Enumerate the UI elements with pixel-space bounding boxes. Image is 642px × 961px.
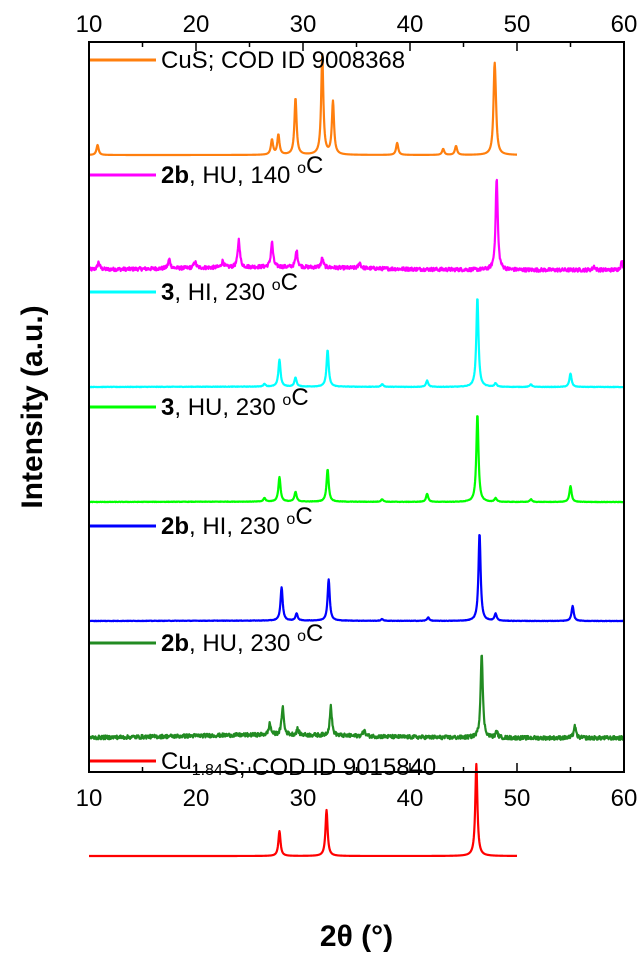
top-tick-label: 10 [76,11,103,38]
series-line [88,654,626,741]
series-line [88,415,625,504]
top-tick-label: 30 [290,11,317,38]
series-line [88,534,625,623]
top-tick-label: 20 [183,11,210,38]
x-axis-title: 2θ (°) [320,920,393,953]
x-tick-label: 30 [290,785,317,812]
y-axis-title: Intensity (a.u.) [16,305,49,508]
legend-label: CuS; COD ID 9008368 [161,47,405,74]
legend-layer: CuS; COD ID 9008368 2b, HU, 140 oC 3, HI, … [89,47,436,781]
axis-ticks: 10 10 20 20 30 30 40 40 50 50 60 60 [76,11,638,812]
legend-label: Cu1.84S; COD ID 9015840 [161,748,436,781]
x-tick-label: 10 [76,785,103,812]
series-line [88,762,518,858]
legend-label: 3, HI, 230 oC [161,269,298,306]
legend-label: 2b, HI, 230 oC [161,503,313,540]
traces-layer [87,52,626,858]
legend-label: 3, HU, 230 oC [161,384,309,421]
top-tick-label: 50 [504,11,531,38]
top-tick-label: 40 [397,11,424,38]
series-line [88,52,518,157]
x-tick-label: 50 [504,785,531,812]
top-tick-label: 60 [611,11,638,38]
series-line [88,298,625,389]
legend-label: 2b, HU, 230 oC [161,620,323,657]
series-line [87,178,626,273]
x-tick-label: 20 [183,785,210,812]
x-tick-label: 60 [611,785,638,812]
x-tick-label: 40 [397,785,424,812]
legend-label: 2b, HU, 140 oC [161,152,323,189]
